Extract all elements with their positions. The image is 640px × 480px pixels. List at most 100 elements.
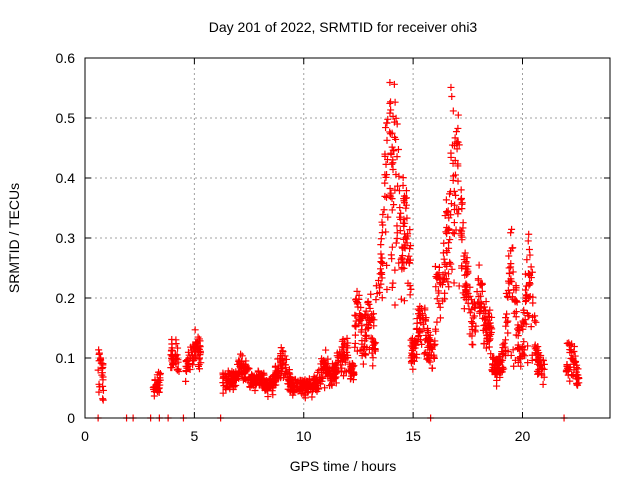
data-point <box>169 360 177 368</box>
data-point <box>272 381 280 389</box>
data-point <box>477 292 485 300</box>
data-point <box>435 263 443 271</box>
data-point <box>390 201 398 209</box>
data-point <box>369 335 377 343</box>
data-point <box>457 186 465 194</box>
data-point <box>366 304 374 312</box>
data-point <box>519 343 527 351</box>
data-point <box>322 360 330 368</box>
data-point <box>402 204 410 212</box>
data-point <box>392 114 400 122</box>
data-point <box>441 259 449 267</box>
data-point <box>396 204 404 212</box>
data-point <box>307 381 315 389</box>
data-point <box>372 339 380 347</box>
data-point <box>442 228 450 236</box>
data-point <box>172 340 180 348</box>
data-point <box>502 322 510 330</box>
data-point <box>477 280 485 288</box>
data-point <box>533 367 541 375</box>
data-point <box>270 374 278 382</box>
data-point <box>389 165 397 173</box>
data-point <box>527 323 535 331</box>
data-point <box>191 326 199 334</box>
data-point <box>383 136 391 144</box>
data-point <box>566 349 574 357</box>
data-point <box>398 263 406 271</box>
data-point <box>353 347 361 355</box>
data-point <box>441 212 449 220</box>
data-point <box>393 120 401 128</box>
data-point <box>496 353 504 361</box>
data-point <box>380 206 388 214</box>
data-point <box>237 350 245 358</box>
data-point <box>309 381 317 389</box>
data-point <box>169 359 177 367</box>
data-point <box>155 378 163 386</box>
data-point <box>406 226 414 234</box>
data-point <box>433 295 441 303</box>
data-point <box>362 307 370 315</box>
data-point <box>569 356 577 364</box>
data-points <box>94 79 583 422</box>
data-point <box>531 317 539 325</box>
data-point <box>238 358 246 366</box>
data-point <box>522 282 530 290</box>
data-point <box>171 352 179 360</box>
data-point <box>568 354 576 362</box>
data-point <box>535 356 543 364</box>
data-point <box>383 286 391 294</box>
data-point <box>383 193 391 201</box>
data-point <box>400 235 408 243</box>
data-point <box>171 355 179 363</box>
data-point <box>397 295 405 303</box>
data-point <box>508 293 516 301</box>
data-point <box>397 255 405 263</box>
data-point <box>458 233 466 241</box>
data-point <box>401 230 409 238</box>
data-point <box>194 345 202 353</box>
data-point <box>445 225 453 233</box>
data-point <box>480 309 488 317</box>
data-point <box>441 295 449 303</box>
data-point <box>360 343 368 351</box>
data-point <box>464 267 472 275</box>
data-point <box>436 303 444 311</box>
data-point <box>502 314 510 322</box>
data-point <box>450 279 458 287</box>
data-point <box>290 382 298 390</box>
data-point <box>438 281 446 289</box>
data-point <box>496 373 504 381</box>
data-point <box>463 271 471 279</box>
data-point <box>383 261 391 269</box>
data-point <box>469 300 477 308</box>
x-axis-label: GPS time / hours <box>290 458 397 474</box>
data-point <box>330 364 338 372</box>
data-point <box>316 380 324 388</box>
data-point <box>487 323 495 331</box>
data-point <box>516 326 524 334</box>
data-point <box>358 352 366 360</box>
data-point <box>378 274 386 282</box>
data-point <box>444 278 452 286</box>
data-point <box>251 387 259 395</box>
data-point <box>396 213 404 221</box>
data-point <box>566 377 574 385</box>
data-point <box>367 334 375 342</box>
data-point <box>377 235 385 243</box>
data-point <box>407 359 415 367</box>
data-point <box>400 297 408 305</box>
data-point <box>338 337 346 345</box>
data-point <box>386 109 394 117</box>
data-point <box>416 329 424 337</box>
data-point <box>312 374 320 382</box>
data-point <box>335 356 343 364</box>
data-point <box>461 283 469 291</box>
data-point <box>505 252 513 260</box>
data-point <box>320 356 328 364</box>
data-point <box>384 156 392 164</box>
data-point <box>528 356 536 364</box>
data-point <box>98 371 106 379</box>
data-point <box>249 376 257 384</box>
